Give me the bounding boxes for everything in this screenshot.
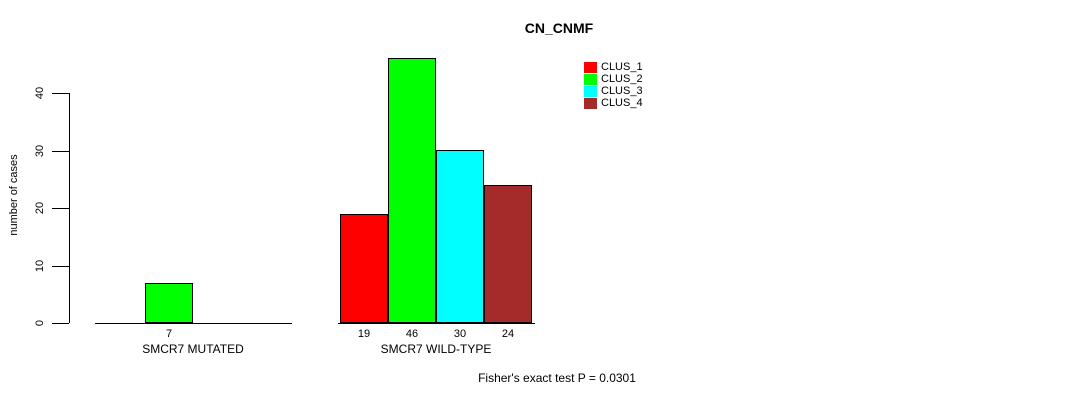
bar-clus_1 — [340, 214, 388, 323]
legend-row: CLUS_1 — [584, 61, 643, 73]
legend: CLUS_1 CLUS_2 CLUS_3 CLUS_4 — [584, 61, 643, 109]
bar-clus_3 — [436, 150, 484, 323]
chart-title: CN_CNMF — [524, 20, 594, 36]
y-axis-tick — [52, 93, 69, 94]
legend-swatch-icon — [584, 73, 597, 85]
y-tick-label: 40 — [34, 86, 46, 100]
y-axis-tick — [52, 151, 69, 152]
bar-clus_2 — [145, 283, 193, 323]
bar-clus_2 — [388, 58, 436, 323]
bar-value-label: 19 — [357, 328, 371, 340]
legend-label: CLUS_1 — [601, 61, 643, 73]
legend-row: CLUS_2 — [584, 73, 643, 85]
y-tick-label: 0 — [34, 319, 46, 327]
bar-value-label: 24 — [501, 328, 515, 340]
bar-clus_4 — [484, 185, 532, 323]
y-axis-tick — [52, 323, 69, 324]
y-axis-tick — [52, 266, 69, 267]
y-axis-line — [69, 93, 70, 323]
legend-swatch-icon — [584, 85, 597, 97]
bar-value-label: 30 — [453, 328, 467, 340]
legend-swatch-icon — [584, 61, 597, 73]
y-axis-label: number of cases — [8, 154, 20, 236]
x-axis-baseline — [95, 323, 292, 324]
fisher-test-annotation: Fisher's exact test P = 0.0301 — [478, 371, 636, 385]
legend-label: CLUS_3 — [601, 85, 643, 97]
y-tick-label: 20 — [34, 201, 46, 215]
legend-swatch-icon — [584, 97, 597, 109]
group-label: SMCR7 WILD-TYPE — [380, 342, 492, 356]
y-tick-label: 10 — [34, 259, 46, 273]
legend-label: CLUS_4 — [601, 97, 643, 109]
x-axis-baseline — [338, 323, 535, 324]
legend-label: CLUS_2 — [601, 73, 643, 85]
legend-row: CLUS_4 — [584, 97, 643, 109]
y-tick-label: 30 — [34, 144, 46, 158]
bar-value-label: 46 — [405, 328, 419, 340]
bar-value-label: 7 — [165, 328, 173, 340]
legend-row: CLUS_3 — [584, 85, 643, 97]
group-label: SMCR7 MUTATED — [142, 342, 244, 356]
y-axis-tick — [52, 208, 69, 209]
